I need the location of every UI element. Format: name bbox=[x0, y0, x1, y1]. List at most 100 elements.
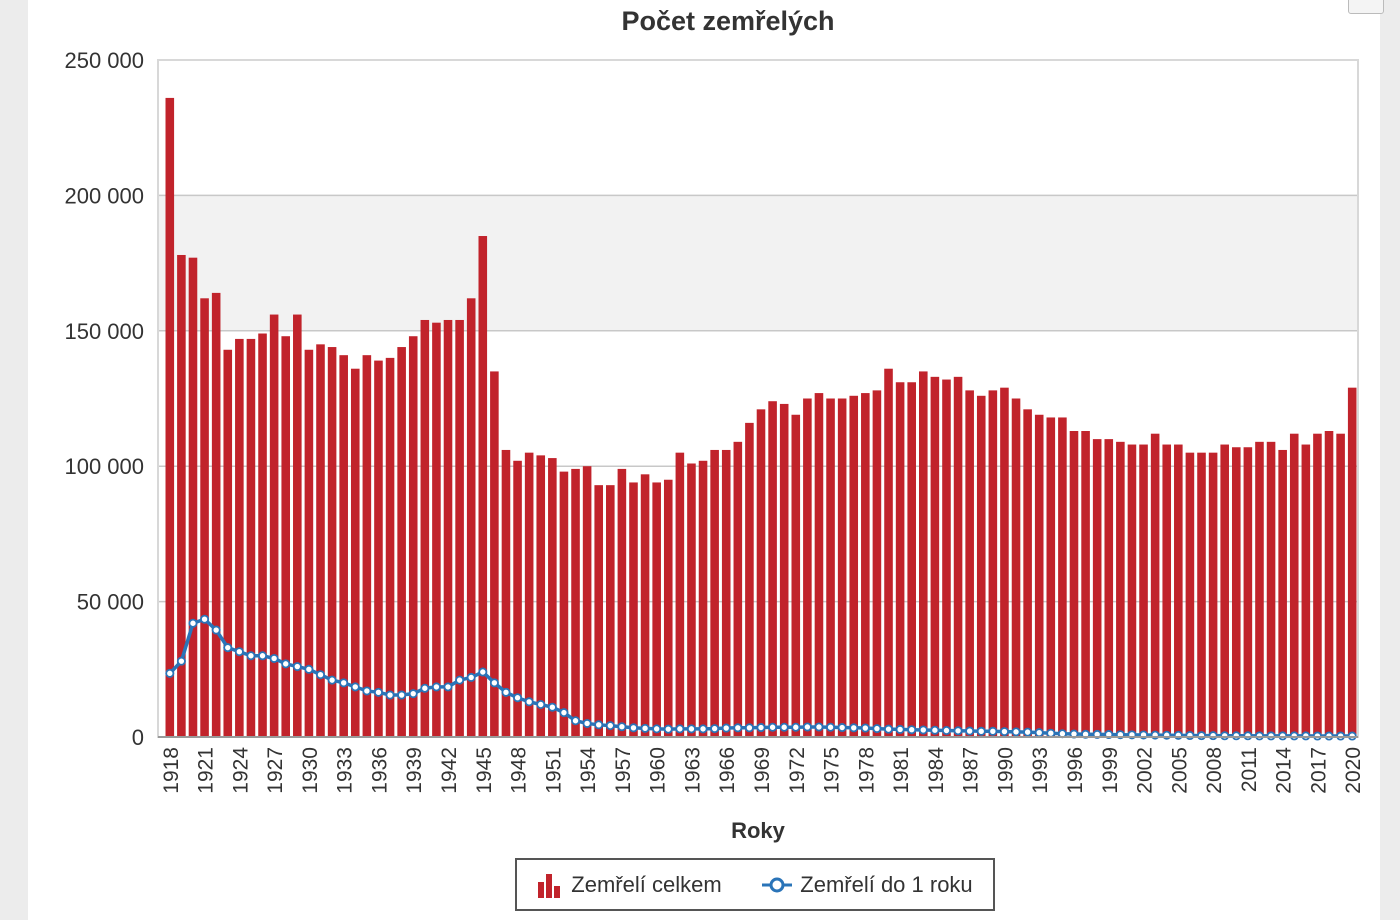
point-1937[interactable] bbox=[385, 690, 395, 700]
bar-2009[interactable] bbox=[1220, 444, 1229, 737]
point-2013[interactable] bbox=[1266, 731, 1276, 741]
bar-1989[interactable] bbox=[988, 390, 998, 737]
bar-2008[interactable] bbox=[1208, 452, 1218, 737]
bar-1934[interactable] bbox=[350, 368, 360, 737]
bar-1982[interactable] bbox=[907, 382, 916, 737]
bar-1973[interactable] bbox=[803, 398, 812, 738]
bar-1930[interactable] bbox=[304, 349, 314, 737]
point-1929[interactable] bbox=[292, 662, 302, 672]
bar-1946[interactable] bbox=[490, 371, 499, 737]
point-2008[interactable] bbox=[1208, 731, 1218, 741]
bar-2013[interactable] bbox=[1266, 441, 1276, 737]
point-1927[interactable] bbox=[269, 653, 279, 663]
point-1964[interactable] bbox=[698, 724, 708, 734]
point-2016[interactable] bbox=[1301, 731, 1311, 741]
bar-1968[interactable] bbox=[745, 422, 754, 737]
point-1936[interactable] bbox=[373, 687, 383, 697]
point-1926[interactable] bbox=[258, 651, 268, 661]
point-1990[interactable] bbox=[999, 727, 1009, 737]
bar-1926[interactable] bbox=[258, 333, 267, 737]
bar-1933[interactable] bbox=[339, 355, 348, 737]
point-2007[interactable] bbox=[1197, 731, 1207, 741]
bar-1957[interactable] bbox=[617, 468, 627, 737]
point-1970[interactable] bbox=[768, 722, 778, 732]
bar-1977[interactable] bbox=[849, 395, 859, 737]
bar-1998[interactable] bbox=[1092, 439, 1102, 737]
point-2006[interactable] bbox=[1185, 731, 1195, 741]
bar-2005[interactable] bbox=[1174, 444, 1183, 737]
point-1949[interactable] bbox=[524, 697, 534, 707]
bar-1976[interactable] bbox=[837, 398, 847, 738]
bar-1940[interactable] bbox=[420, 319, 430, 737]
export-menu-button[interactable] bbox=[1348, 0, 1384, 14]
bar-2017[interactable] bbox=[1313, 433, 1322, 737]
bar-1980[interactable] bbox=[884, 368, 893, 737]
bar-1939[interactable] bbox=[408, 336, 418, 737]
point-1924[interactable] bbox=[234, 647, 244, 657]
point-1993[interactable] bbox=[1034, 728, 1044, 738]
bar-1928[interactable] bbox=[281, 336, 291, 737]
point-1940[interactable] bbox=[420, 683, 430, 693]
point-1957[interactable] bbox=[617, 722, 627, 732]
bar-1958[interactable] bbox=[629, 482, 638, 737]
point-1960[interactable] bbox=[652, 724, 662, 734]
bar-1974[interactable] bbox=[814, 393, 824, 737]
point-1975[interactable] bbox=[826, 722, 836, 732]
bar-1994[interactable] bbox=[1046, 417, 1056, 737]
bar-1955[interactable] bbox=[594, 485, 603, 737]
point-1965[interactable] bbox=[710, 724, 720, 734]
bar-1921[interactable] bbox=[200, 298, 209, 737]
point-1923[interactable] bbox=[223, 643, 233, 653]
point-1988[interactable] bbox=[976, 726, 986, 736]
bar-1985[interactable] bbox=[942, 379, 951, 737]
bar-1966[interactable] bbox=[721, 449, 731, 737]
bar-1962[interactable] bbox=[675, 452, 685, 737]
bar-1951[interactable] bbox=[548, 458, 557, 737]
point-1961[interactable] bbox=[663, 724, 673, 734]
bar-1952[interactable] bbox=[559, 471, 569, 737]
point-1967[interactable] bbox=[733, 723, 743, 733]
bar-2007[interactable] bbox=[1197, 452, 1206, 737]
point-1979[interactable] bbox=[872, 724, 882, 734]
bar-1964[interactable] bbox=[698, 460, 708, 737]
bar-1944[interactable] bbox=[466, 298, 476, 737]
bar-1963[interactable] bbox=[687, 463, 696, 737]
bar-1927[interactable] bbox=[269, 314, 279, 737]
bar-1945[interactable] bbox=[478, 236, 488, 737]
point-1985[interactable] bbox=[941, 726, 951, 736]
bar-1992[interactable] bbox=[1023, 409, 1032, 737]
bar-1970[interactable] bbox=[768, 401, 777, 737]
bar-2015[interactable] bbox=[1289, 433, 1299, 737]
point-1952[interactable] bbox=[559, 708, 569, 718]
bar-1932[interactable] bbox=[327, 347, 337, 737]
bar-1918[interactable] bbox=[165, 97, 175, 737]
bar-2003[interactable] bbox=[1150, 433, 1160, 737]
bar-2002[interactable] bbox=[1139, 444, 1148, 737]
point-2015[interactable] bbox=[1289, 731, 1299, 741]
bar-1983[interactable] bbox=[919, 371, 928, 737]
bar-1948[interactable] bbox=[513, 460, 522, 737]
bar-1969[interactable] bbox=[756, 409, 766, 737]
bar-1986[interactable] bbox=[953, 376, 963, 737]
point-1930[interactable] bbox=[304, 664, 314, 674]
bar-1925[interactable] bbox=[246, 338, 256, 737]
point-1977[interactable] bbox=[849, 723, 859, 733]
bar-1935[interactable] bbox=[362, 355, 372, 737]
point-1966[interactable] bbox=[721, 723, 731, 733]
point-1922[interactable] bbox=[211, 625, 221, 635]
point-1978[interactable] bbox=[860, 723, 870, 733]
bar-1988[interactable] bbox=[976, 395, 986, 737]
bar-1950[interactable] bbox=[536, 455, 546, 737]
point-1969[interactable] bbox=[756, 723, 766, 733]
point-2012[interactable] bbox=[1254, 731, 1264, 741]
bar-1959[interactable] bbox=[640, 474, 650, 737]
point-1942[interactable] bbox=[443, 682, 453, 692]
point-1992[interactable] bbox=[1023, 727, 1033, 737]
bar-1995[interactable] bbox=[1058, 417, 1067, 737]
bar-2018[interactable] bbox=[1324, 431, 1334, 737]
point-1994[interactable] bbox=[1046, 728, 1056, 738]
point-1944[interactable] bbox=[466, 672, 476, 682]
point-1941[interactable] bbox=[431, 682, 441, 692]
bar-1978[interactable] bbox=[861, 393, 870, 737]
point-1956[interactable] bbox=[605, 721, 615, 731]
